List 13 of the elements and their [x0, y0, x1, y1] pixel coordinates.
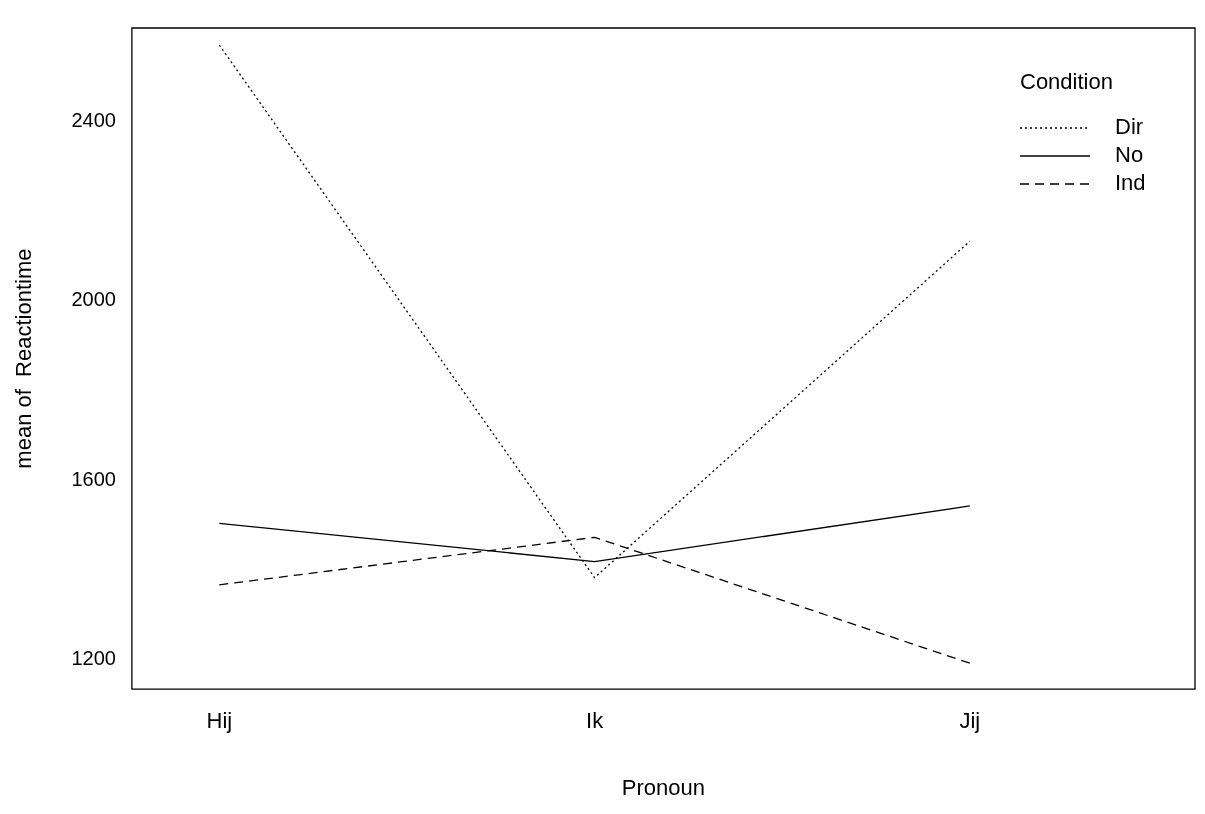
- x-tick-label: Ik: [586, 708, 605, 734]
- x-tick-label: Hij: [206, 708, 233, 734]
- y-tick-label: 1600: [71, 467, 116, 490]
- legend-label: Ind: [1115, 170, 1146, 196]
- y-tick-label: 1200: [71, 646, 116, 669]
- y-tick-label: 2000: [71, 288, 116, 311]
- legend-title: Condition: [1020, 69, 1113, 95]
- legend-label: Dir: [1115, 114, 1144, 140]
- x-axis-title: Pronoun: [621, 774, 706, 800]
- y-axis-title: mean of Reactiontime: [11, 248, 37, 469]
- legend-label: No: [1115, 142, 1144, 168]
- x-tick-label: Jij: [959, 708, 981, 734]
- y-tick-label: 2400: [71, 109, 116, 132]
